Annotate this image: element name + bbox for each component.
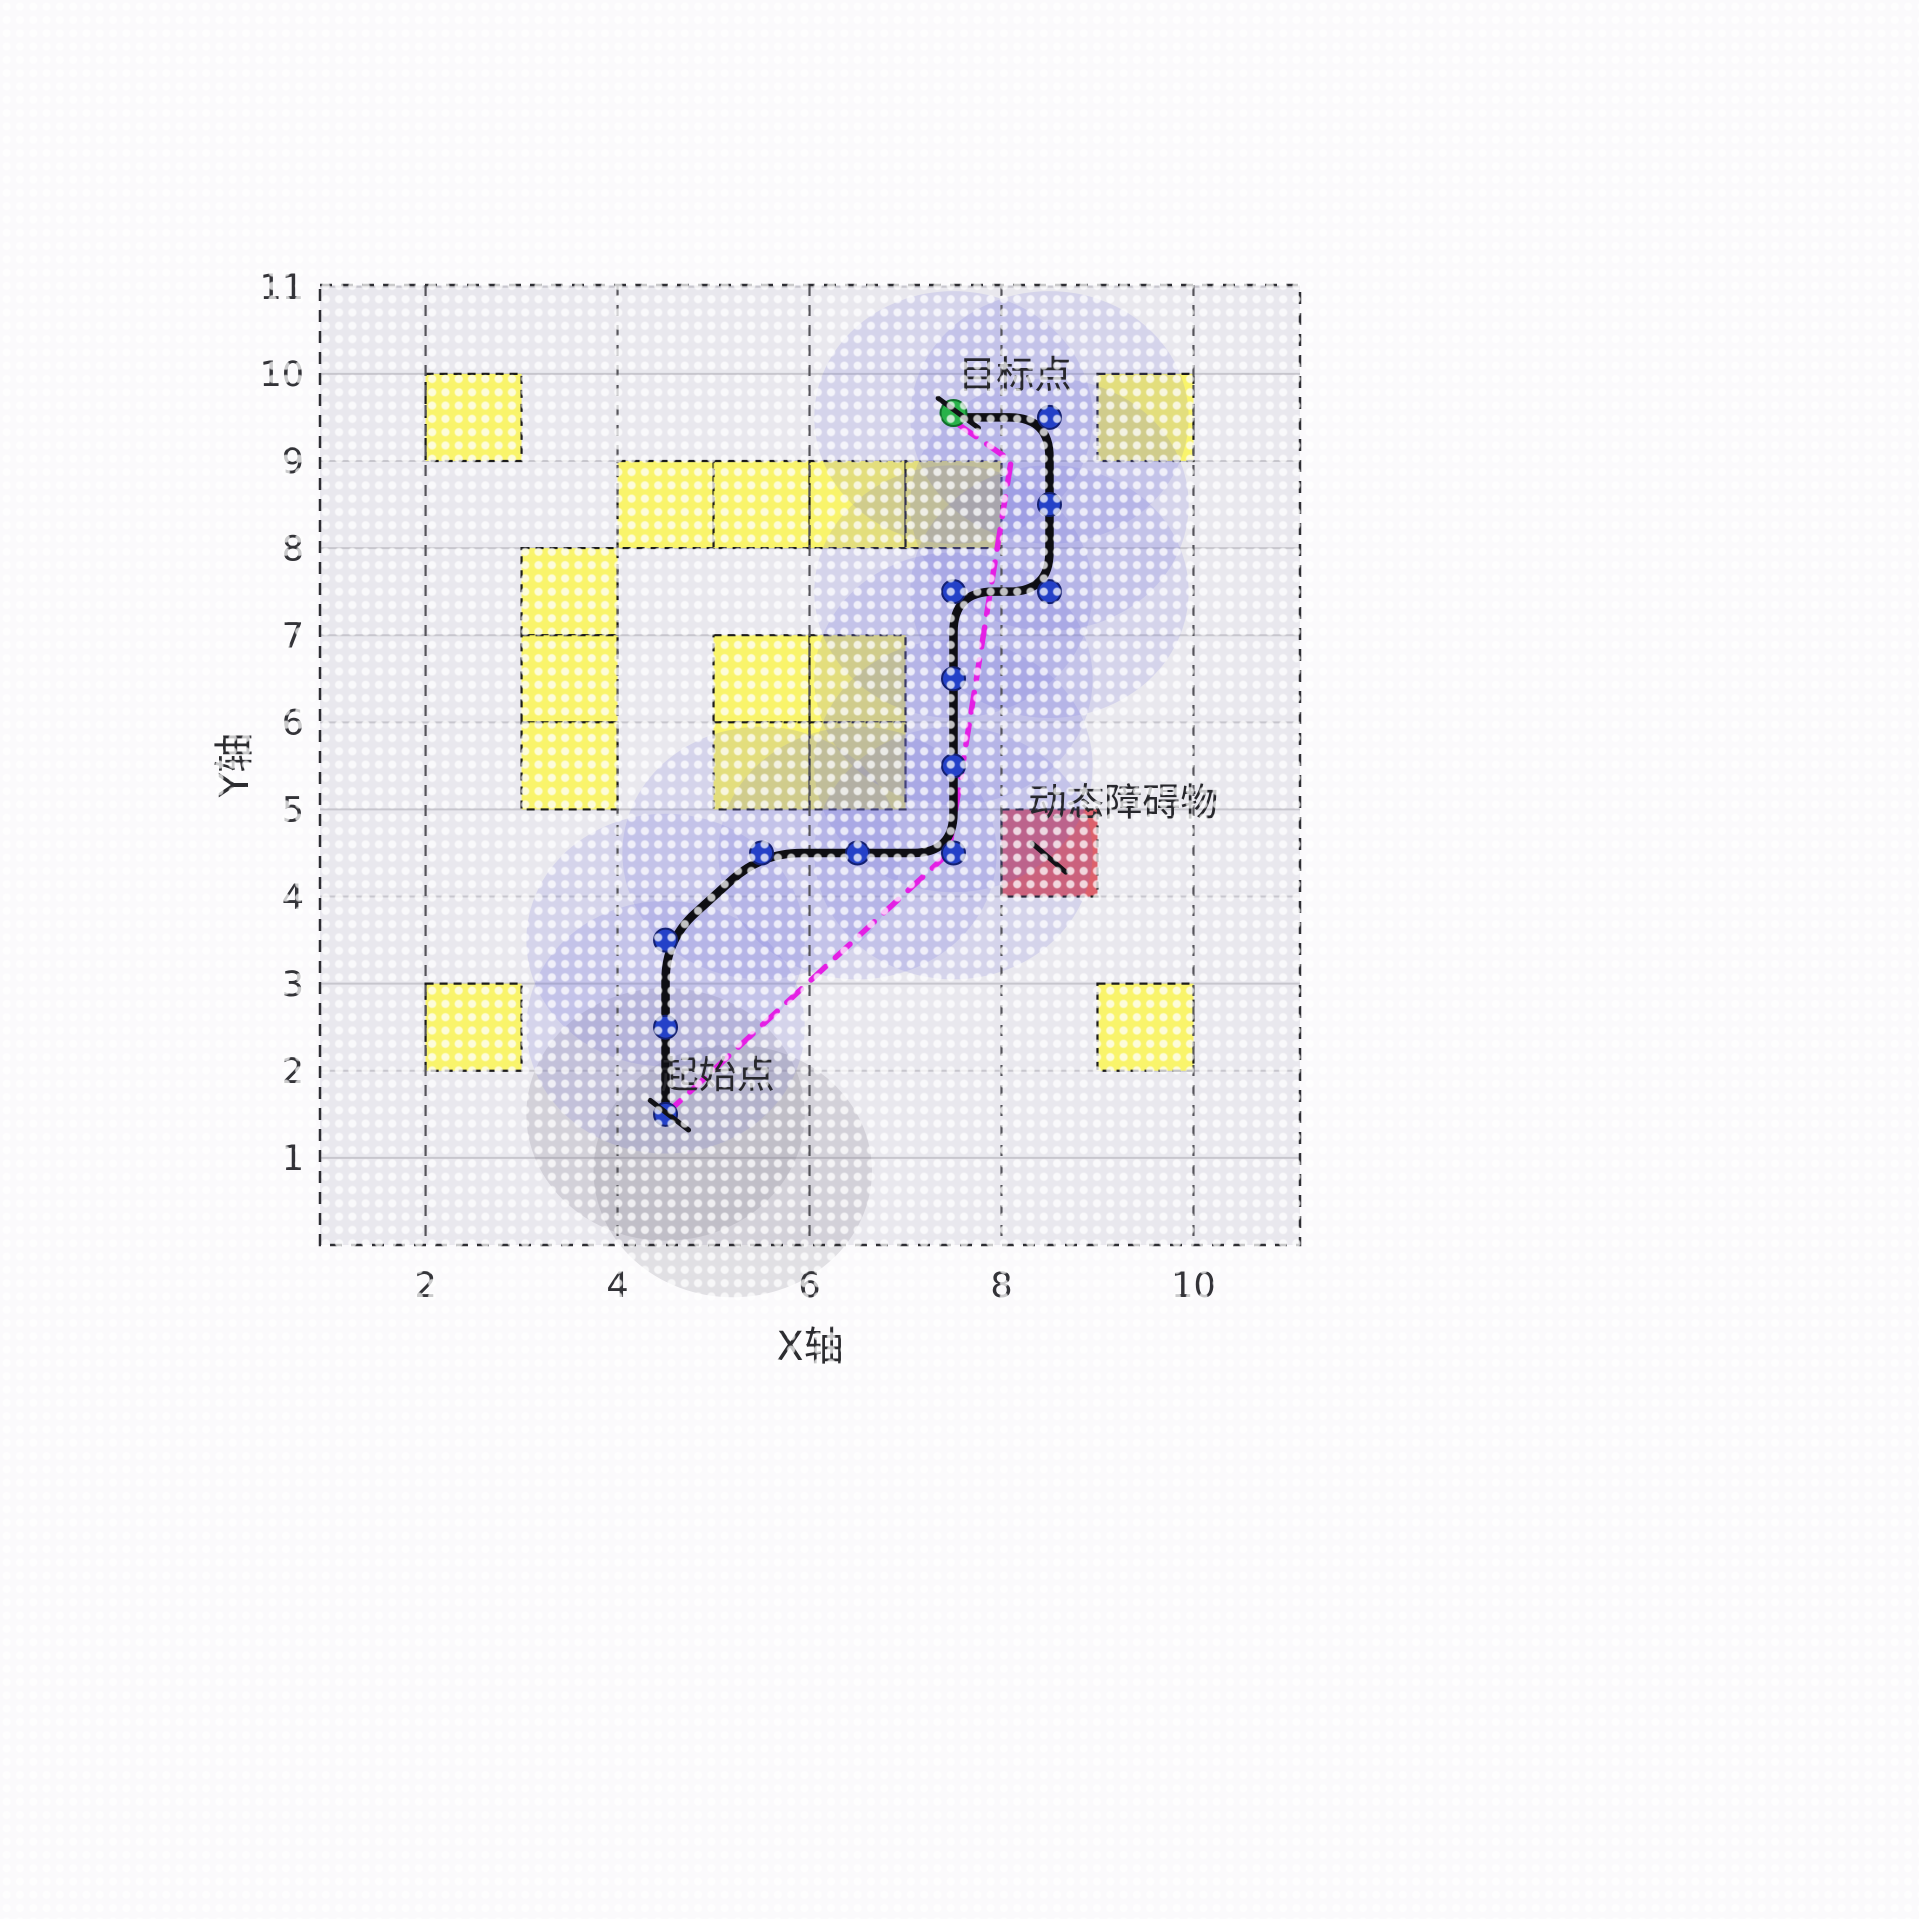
x-axis-tick-label: 6	[798, 1266, 820, 1306]
waypoint-dot	[940, 840, 966, 866]
x-axis-tick-label: 2	[414, 1266, 436, 1306]
dynamic-obstacle-label: 动态障碍物	[1028, 781, 1218, 825]
x-axis-label: X轴	[776, 1324, 843, 1370]
y-axis-tick-label: 1	[282, 1139, 304, 1179]
start-label: 起始点	[661, 1053, 775, 1097]
static-obstacle-cell	[424, 372, 523, 463]
static-obstacle-cell	[712, 459, 811, 550]
static-obstacle-cell	[520, 634, 619, 724]
y-axis-tick-label: 11	[259, 268, 304, 308]
x-axis-tick-label: 4	[606, 1266, 628, 1306]
waypoint-dot	[749, 840, 775, 866]
static-obstacle-cell	[520, 721, 619, 811]
y-axis-tick-label: 3	[282, 965, 304, 1005]
waypoint-dot	[653, 927, 679, 953]
y-axis-tick-label: 10	[259, 355, 304, 395]
waypoint-dot	[940, 753, 966, 779]
x-axis-tick-label: 10	[1171, 1266, 1216, 1306]
y-axis-tick-label: 4	[282, 878, 304, 918]
y-axis-tick-label: 5	[282, 791, 304, 831]
waypoint-dot	[845, 840, 871, 866]
static-obstacle-cell	[712, 634, 811, 724]
y-axis-tick-label: 7	[282, 616, 304, 656]
goal-label: 目标点	[958, 353, 1072, 397]
waypoint-dot	[1036, 404, 1062, 430]
y-axis-tick-label: 8	[282, 529, 304, 569]
y-axis-tick-label: 2	[282, 1052, 304, 1092]
static-obstacle-cell	[1096, 982, 1195, 1072]
waypoint-dot	[1036, 579, 1062, 605]
waypoint-dot	[1036, 492, 1062, 518]
y-axis-label: Y轴	[212, 733, 258, 798]
static-obstacle-cell	[520, 546, 619, 637]
static-obstacle-cell	[616, 459, 715, 550]
waypoint-dot	[653, 1014, 679, 1040]
waypoint-dot	[940, 666, 966, 692]
x-axis-tick-label: 8	[990, 1266, 1012, 1306]
waypoint-dot	[940, 579, 966, 605]
y-axis-tick-label: 6	[282, 704, 304, 744]
static-obstacle-cell	[424, 982, 523, 1072]
y-axis-tick-label: 9	[282, 442, 304, 482]
